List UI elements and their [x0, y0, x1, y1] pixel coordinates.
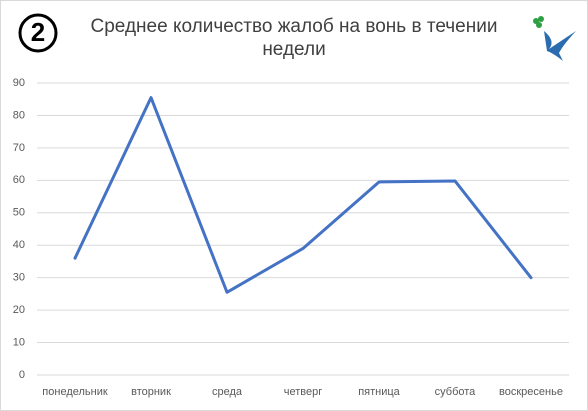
badge-circle [18, 13, 58, 53]
line-series [73, 96, 533, 294]
x-tick-label: пятница [358, 386, 400, 398]
y-tick-label: 70 [13, 142, 25, 154]
chart-title: Среднее количество жалоб на вонь в течен… [90, 16, 498, 60]
badge: 2 [31, 17, 45, 47]
y-tick-label: 40 [13, 239, 25, 251]
y-tick-label: 30 [13, 272, 25, 284]
x-tick-label: суббота [435, 386, 477, 398]
y-tick-label: 50 [13, 207, 25, 219]
logo [533, 16, 576, 61]
x-tick-label: понедельник [42, 386, 108, 398]
y-tick-label: 60 [13, 174, 25, 186]
y-tick-label: 0 [19, 369, 25, 381]
y-tick-label: 10 [13, 336, 25, 348]
x-tick-label: воскресенье [499, 386, 563, 398]
y-tick-label: 20 [13, 304, 25, 316]
x-tick-label: среда [212, 386, 243, 398]
y-tick-label: 90 [13, 77, 25, 89]
x-tick-label: четверг [284, 386, 323, 398]
y-tick-label: 80 [13, 109, 25, 121]
x-tick-label: вторник [131, 386, 171, 398]
